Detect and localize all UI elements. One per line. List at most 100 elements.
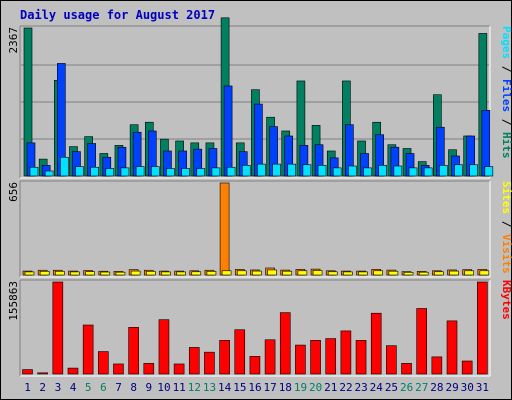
x-tick-day: 10 (157, 381, 170, 394)
bar-pages-day-13 (211, 167, 221, 177)
bar-sites-day-18 (282, 270, 293, 276)
x-tick-day: 28 (430, 381, 443, 394)
bar-pages-day-4 (75, 166, 84, 177)
bar-sites-day-31 (479, 270, 490, 276)
bar-kbytes-day-5 (82, 324, 94, 375)
bar-kbytes-day-3 (52, 281, 64, 375)
bar-pages-day-31 (484, 166, 494, 177)
legend-kbytes: KBytes (500, 280, 512, 320)
bar-pages-day-12 (196, 168, 206, 177)
bar-sites-day-12 (191, 271, 202, 276)
legend-entry-files: Files (500, 79, 512, 112)
bar-sites-day-27 (418, 271, 429, 276)
bar-kbytes-day-13 (204, 351, 215, 375)
bar-pages-day-8 (135, 166, 145, 177)
x-axis-labels: 1 2 3 4 5 6 7 8 9 10 11 12 13 14 15 16 17 18 19 20 21 22 23 24 2… (24, 381, 489, 394)
bar-sites-day-15 (236, 270, 247, 276)
legend-separator: / (500, 59, 512, 79)
bar-pages-day-26 (408, 167, 418, 177)
bar-pages-day-25 (393, 165, 403, 177)
x-tick-day: 31 (476, 381, 489, 394)
bar-pages-day-24 (378, 165, 388, 177)
bar-kbytes-day-11 (173, 363, 185, 375)
bar-kbytes-day-14 (219, 340, 230, 375)
bar-pages-day-5 (90, 166, 99, 177)
bar-sites-day-22 (343, 271, 353, 276)
bar-kbytes-day-6 (98, 351, 109, 375)
x-tick-day: 2 (39, 381, 46, 394)
legend-text: Sites / Visits (500, 181, 512, 274)
x-tick-day: 23 (355, 381, 368, 394)
bar-pages-day-3 (60, 156, 69, 177)
y-max-label: 155863 (7, 281, 20, 321)
legend-separator: / (500, 112, 512, 132)
panel-hits-files-pages: 2367 Pages / Files / Hits (7, 17, 512, 179)
bar-pages-day-21 (332, 167, 342, 177)
bar-pages-day-28 (439, 165, 448, 177)
panel-kbytes: 155863 KBytes (7, 279, 512, 377)
bar-sites-day-25 (388, 270, 399, 276)
x-tick-day: 3 (55, 381, 62, 394)
bar-kbytes-day-9 (143, 363, 155, 375)
bar-files-day-31 (481, 110, 491, 177)
bar-sites-day-10 (161, 271, 171, 276)
legend-separator: / (500, 214, 512, 234)
x-tick-day: 20 (309, 381, 322, 394)
bar-kbytes-day-16 (249, 355, 261, 375)
x-tick-day: 13 (203, 381, 216, 394)
bar-kbytes-day-4 (67, 367, 79, 375)
bar-kbytes-day-15 (234, 329, 246, 375)
x-tick-day: 6 (100, 381, 107, 394)
bar-files-day-14 (223, 85, 233, 177)
x-tick-day: 4 (70, 381, 77, 394)
bar-pages-day-11 (181, 168, 190, 177)
bar-sites-day-4 (70, 271, 80, 276)
x-tick-day: 1 (24, 381, 31, 394)
legend-text: KBytes (500, 280, 512, 320)
bar-sites-day-8 (130, 270, 141, 276)
bar-kbytes-day-19 (295, 344, 306, 375)
x-tick-day: 8 (130, 381, 137, 394)
y-max-label: 656 (7, 182, 20, 202)
bar-sites-day-7 (115, 271, 126, 276)
bar-pages-day-17 (272, 163, 281, 177)
x-tick-day: 19 (294, 381, 307, 394)
y-max-label: 2367 (7, 27, 20, 54)
bar-sites-day-26 (403, 272, 414, 276)
x-tick-day: 14 (218, 381, 232, 394)
bar-kbytes-day-28 (431, 356, 443, 375)
bar-kbytes-day-10 (158, 319, 170, 375)
legend-entry-visits: Visits (500, 234, 512, 274)
x-tick-day: 17 (264, 381, 277, 394)
bar-sites-day-30 (464, 270, 474, 276)
bar-pages-day-6 (105, 168, 115, 177)
bar-pages-day-30 (469, 164, 478, 177)
bar-sites-day-17 (267, 269, 277, 276)
bar-sites-day-24 (373, 270, 384, 276)
legend-text: Pages / Files / Hits (500, 26, 512, 159)
bar-sites-day-28 (434, 271, 444, 276)
bar-sites-day-3 (55, 271, 65, 276)
panel-visits-sites: 656 Sites / Visits (7, 180, 512, 278)
bar-pages-day-7 (120, 167, 130, 177)
x-tick-day: 21 (324, 381, 337, 394)
chart-panels: 2367 Pages / Files / Hits 656 Sites / Visit… (7, 17, 512, 377)
bar-pages-day-15 (241, 165, 251, 177)
bar-kbytes-day-24 (370, 312, 382, 375)
x-tick-day: 5 (85, 381, 92, 394)
bar-sites-day-1 (24, 271, 35, 276)
bar-pages-day-14 (226, 166, 236, 177)
x-tick-day: 30 (461, 381, 474, 394)
bar-kbytes-day-2 (37, 372, 48, 375)
legend-entry-pages: Pages (500, 26, 512, 59)
bar-kbytes-day-20 (310, 340, 321, 375)
bar-sites-day-19 (297, 270, 308, 276)
bar-sites-day-23 (358, 271, 368, 276)
bar-pages-day-18 (287, 163, 297, 177)
bar-sites-day-5 (85, 271, 95, 276)
x-tick-day: 16 (248, 381, 261, 394)
x-tick-day: 7 (115, 381, 122, 394)
bar-kbytes-day-1 (22, 369, 33, 375)
bar-kbytes-day-29 (446, 320, 458, 375)
x-tick-day: 24 (370, 381, 384, 394)
